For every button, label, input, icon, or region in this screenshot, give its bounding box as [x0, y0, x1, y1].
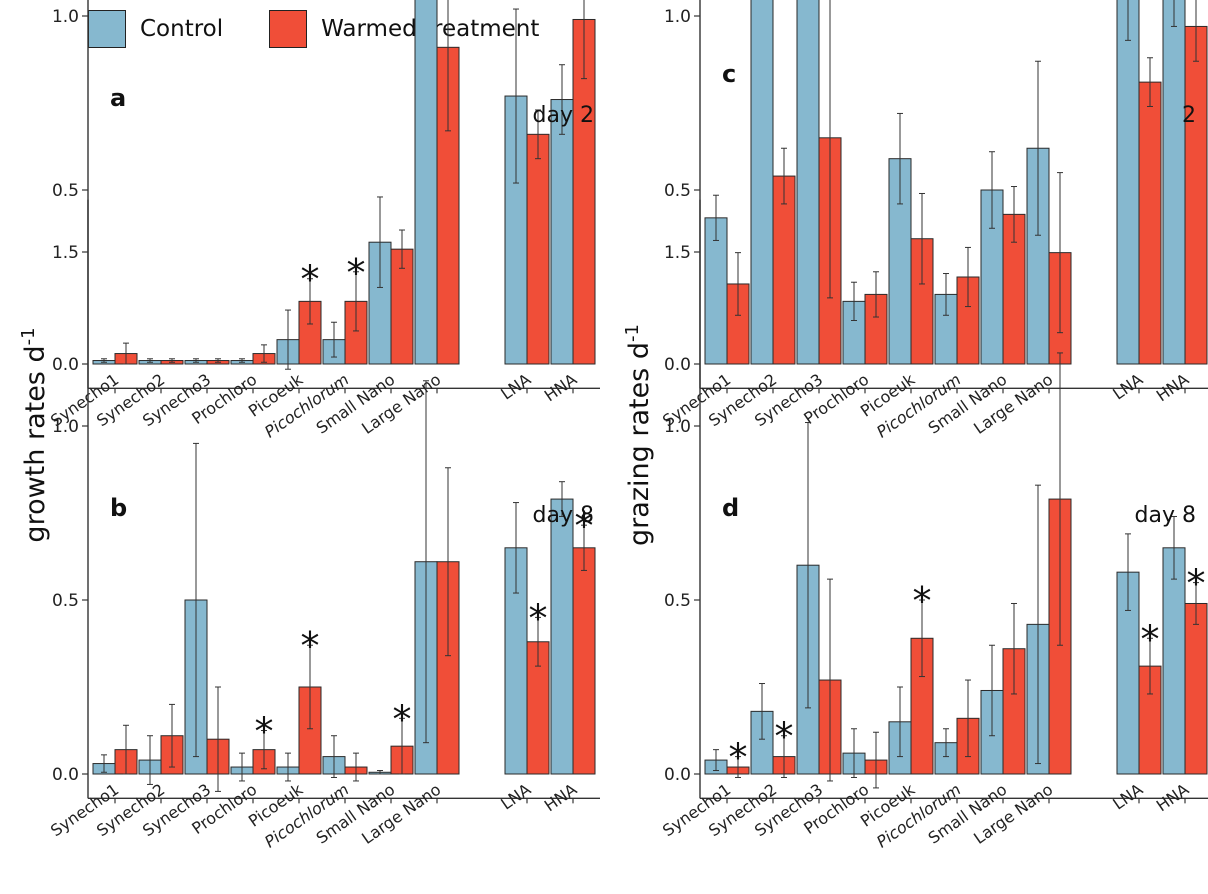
panel-label: c — [722, 60, 736, 88]
significance-marker: * — [347, 251, 366, 295]
bar — [1162, 0, 1186, 365]
y-tick-label: 1.0 — [664, 417, 691, 437]
y-tick-label: 0.5 — [52, 181, 79, 201]
legend-item-control: Control — [88, 10, 223, 48]
y-axis-title-grazing-text: grazing rates d — [624, 342, 655, 546]
panel-d: 0.00.51.01.5* ****Synecho1Synecho2Synecho… — [659, 199, 1208, 852]
y-axis-title-growth-exponent: -1 — [18, 327, 39, 345]
significance-marker: * — [301, 624, 320, 668]
bar — [550, 498, 574, 775]
y-tick-label: 0.5 — [52, 591, 79, 611]
bar — [1116, 0, 1140, 365]
panel-tag: day 2 — [533, 103, 594, 128]
y-axis-title-grazing-exponent: -1 — [622, 324, 643, 342]
y-tick-label: 0.0 — [52, 765, 79, 785]
panel-a: 0.00.51.01.5***Synecho1Synecho2Synecho3P… — [47, 0, 600, 442]
significance-marker: * — [575, 504, 594, 548]
x-tick-label: HNA — [1153, 370, 1193, 406]
bar — [414, 0, 438, 365]
y-tick-label: 1.5 — [52, 243, 79, 263]
bar — [1162, 547, 1186, 775]
significance-marker: * — [729, 736, 748, 780]
x-tick-label: HNA — [541, 780, 581, 816]
y-axis-title-growth: growth rates d-1 — [18, 327, 51, 542]
panel-label: a — [110, 84, 126, 112]
y-tick-label: 0.0 — [52, 355, 79, 375]
bar — [750, 0, 774, 365]
panel-tag: 2 — [1182, 103, 1196, 128]
y-tick-label: 1.0 — [52, 7, 79, 27]
y-tick-label: 0.5 — [664, 181, 691, 201]
legend-swatch-warmed — [269, 10, 308, 48]
x-tick-label: HNA — [1153, 780, 1193, 816]
bar — [1184, 25, 1208, 365]
bar — [572, 547, 596, 775]
x-tick-label: LNA — [1109, 780, 1146, 814]
significance-marker: * — [255, 710, 274, 754]
panel-tag: day 8 — [1135, 503, 1196, 528]
y-axis-title-growth-text: growth rates d — [20, 345, 51, 542]
panel-label: b — [110, 494, 127, 522]
y-tick-label: 1.0 — [664, 7, 691, 27]
x-tick-label: HNA — [541, 370, 581, 406]
significance-marker: * — [301, 258, 320, 302]
x-tick-label: LNA — [497, 370, 534, 404]
y-tick-label: 0.0 — [664, 765, 691, 785]
bar — [1138, 81, 1162, 365]
significance-marker: * — [1141, 617, 1160, 661]
bar — [526, 133, 550, 365]
x-tick-label: LNA — [497, 780, 534, 814]
panel-tag: day 8 — [533, 503, 594, 528]
x-tick-label: LNA — [1109, 370, 1146, 404]
y-tick-label: 0.5 — [664, 591, 691, 611]
significance-marker: * — [529, 596, 548, 640]
bar — [1184, 602, 1208, 775]
bar — [796, 0, 820, 365]
y-axis-title-grazing: grazing rates d-1 — [622, 324, 655, 546]
y-tick-label: 0.0 — [664, 355, 691, 375]
bar — [550, 99, 574, 365]
significance-marker: * — [1187, 562, 1206, 606]
panel-c: 0.00.51.01.5Synecho1Synecho2Synecho3Proc… — [659, 0, 1208, 442]
significance-marker: * — [775, 715, 794, 759]
significance-marker: * — [393, 697, 412, 741]
panel-label: d — [722, 494, 739, 522]
y-tick-label: 1.0 — [52, 417, 79, 437]
y-tick-label: 1.5 — [664, 243, 691, 263]
legend-label-control: Control — [140, 16, 224, 42]
significance-marker: * — [913, 579, 932, 623]
